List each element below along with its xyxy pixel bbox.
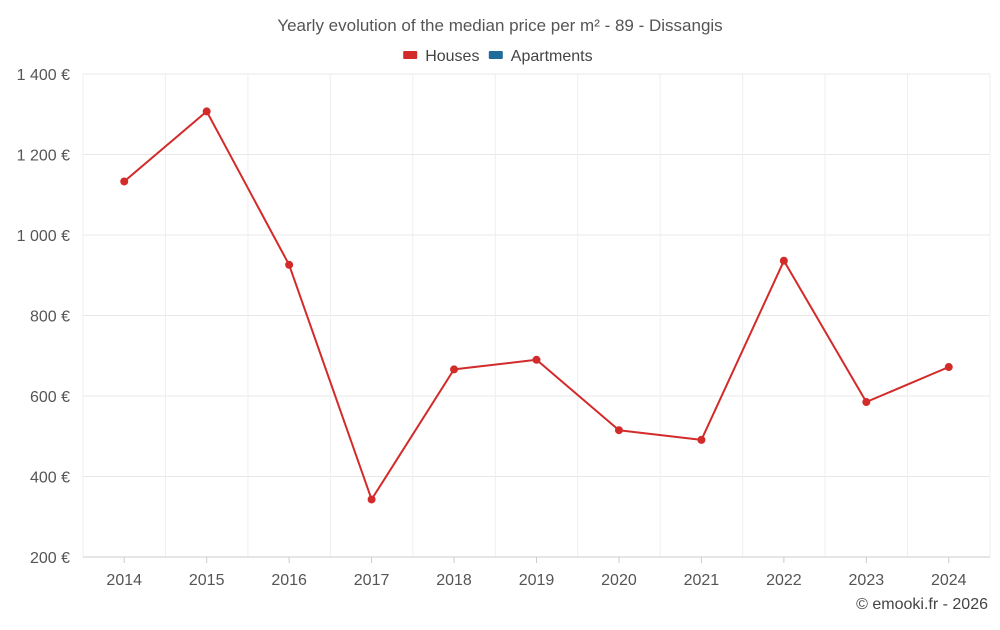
chart-title: Yearly evolution of the median price per… — [277, 16, 722, 35]
y-tick-label: 1 200 € — [17, 148, 70, 165]
y-tick-label: 1 400 € — [17, 67, 70, 84]
series-layer — [120, 107, 953, 504]
legend-label: Apartments — [511, 48, 593, 65]
footer-credit: © emooki.fr - 2026 — [856, 596, 988, 613]
x-tick-label: 2019 — [519, 572, 555, 589]
legend-item-houses[interactable]: Houses — [403, 48, 479, 65]
x-tick-label: 2015 — [189, 572, 225, 589]
data-point-houses-2015[interactable] — [202, 107, 211, 116]
data-point-houses-2024[interactable] — [944, 363, 953, 372]
x-tick-label: 2017 — [354, 572, 390, 589]
legend-label: Houses — [425, 48, 479, 65]
gridlines — [82, 73, 991, 558]
legend-swatch — [488, 51, 503, 59]
legend-item-apartments[interactable]: Apartments — [488, 48, 593, 65]
x-tick-label: 2016 — [271, 572, 307, 589]
data-point-houses-2014[interactable] — [120, 177, 129, 186]
data-point-houses-2016[interactable] — [285, 260, 294, 269]
x-tick-label: 2022 — [766, 572, 802, 589]
y-tick-label: 200 € — [30, 550, 70, 567]
data-point-houses-2017[interactable] — [367, 495, 376, 504]
legend-swatch — [403, 51, 418, 59]
x-tick-label: 2024 — [931, 572, 967, 589]
x-axis: 2014 2015 2016 2017 2018 2019 2020 2021 2022 2023… — [83, 556, 990, 589]
y-tick-label: 400 € — [30, 470, 70, 487]
x-tick-label: 2018 — [436, 572, 472, 589]
y-tick-label: 800 € — [30, 309, 70, 326]
data-point-houses-2019[interactable] — [532, 355, 541, 364]
x-tick-label: 2023 — [849, 572, 885, 589]
y-tick-label: 600 € — [30, 389, 70, 406]
data-point-houses-2021[interactable] — [697, 435, 706, 444]
data-point-houses-2020[interactable] — [614, 426, 623, 435]
y-axis: 200 € 400 € 600 € 800 € 1 000 € 1 200 € 1 400 … — [17, 67, 70, 567]
y-tick-label: 1 000 € — [17, 228, 70, 245]
data-point-houses-2022[interactable] — [779, 256, 788, 265]
x-tick-label: 2014 — [106, 572, 142, 589]
data-point-houses-2018[interactable] — [450, 365, 459, 374]
x-tick-label: 2021 — [684, 572, 720, 589]
legend: Houses Apartments — [403, 48, 593, 65]
x-tick-label: 2020 — [601, 572, 637, 589]
data-point-houses-2023[interactable] — [862, 398, 871, 407]
